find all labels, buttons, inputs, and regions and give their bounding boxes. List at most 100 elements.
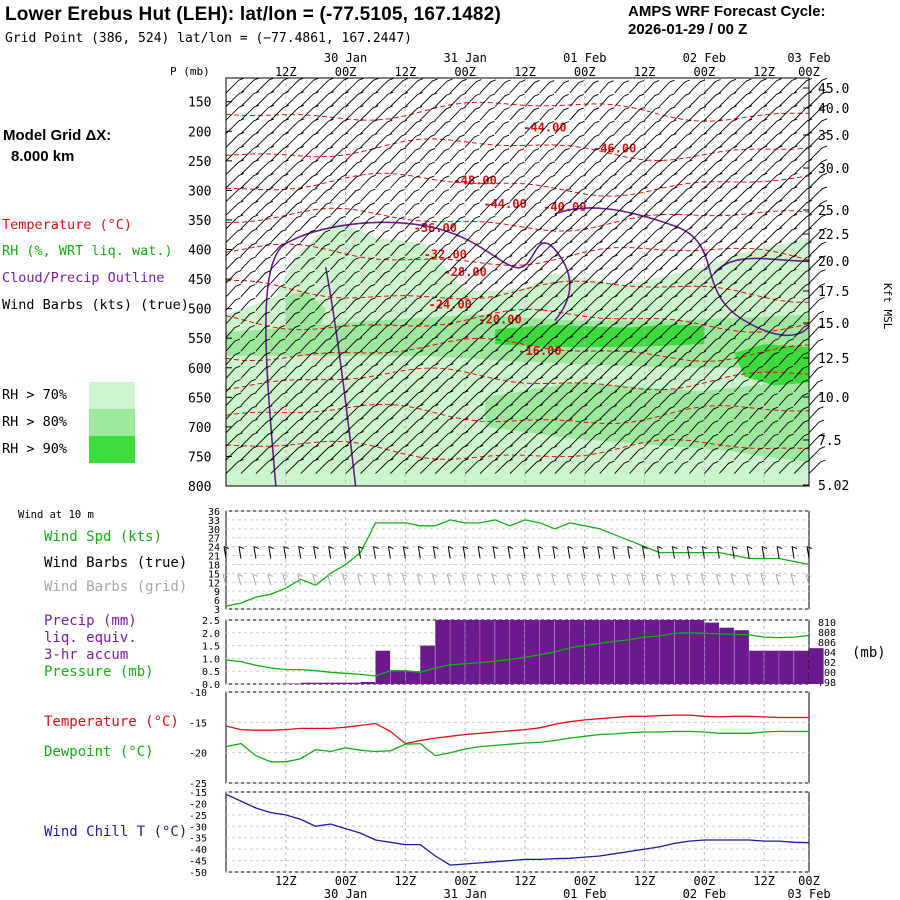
wind-barb: [539, 201, 557, 216]
wind-barb-grid: [506, 573, 513, 586]
wind-barb: [689, 186, 708, 202]
wind-barb: [479, 175, 495, 189]
wind-barb: [793, 406, 809, 420]
temperature-contour: [225, 243, 810, 266]
wind-barb: [629, 349, 648, 366]
wind-barb: [449, 242, 466, 257]
wind-barb: [315, 351, 332, 366]
wind-barb: [494, 215, 511, 230]
pressure-tick-label: 700: [188, 421, 211, 436]
wind-barb: [449, 269, 467, 284]
wind-barb: [689, 92, 706, 107]
wind-barb: [554, 459, 572, 474]
wind-barb: [539, 376, 559, 393]
top-date-label: 30 Jan: [324, 51, 367, 65]
wind-barb-grid: [401, 573, 408, 586]
wind-barb: [434, 242, 451, 257]
wind-barb: [629, 254, 648, 270]
wind-barb: [479, 431, 499, 447]
wind-barb: [240, 418, 258, 434]
height-tick-label: 7.5: [818, 434, 841, 449]
wind-speed-line: [225, 519, 810, 607]
page-title: Lower Erebus Hut (LEH): lat/lon = (-77.5…: [5, 4, 501, 25]
wind-barb: [419, 444, 439, 461]
wind-barb: [240, 311, 256, 325]
wind-barb: [584, 390, 603, 406]
wind-barb: [584, 432, 602, 447]
wind-barb: [659, 308, 678, 325]
wind-barb: [479, 309, 499, 325]
wind-barb: [763, 213, 783, 230]
wind-barb: [674, 322, 693, 338]
wind-barb: [509, 404, 529, 420]
wind-barb: [748, 447, 764, 461]
wind-barb: [584, 363, 603, 379]
wind-barb: [419, 309, 438, 325]
wind-barb: [763, 460, 780, 474]
wind-barb: [733, 78, 752, 94]
wind-barb: [375, 444, 394, 461]
wind-barb: [733, 118, 753, 135]
wind-barb: [449, 417, 469, 434]
wind-barb: [778, 446, 795, 461]
height-axis-title: Kft MSL: [881, 283, 894, 330]
temperature-contour-label: -48.00: [453, 174, 496, 188]
wind-barb: [390, 216, 405, 230]
wind-barb: [763, 132, 783, 148]
wind-barb: [285, 187, 303, 202]
wind-barb: [733, 323, 751, 338]
wind-barb: [419, 175, 435, 189]
wind-barb: [315, 132, 334, 148]
wind-barb-grid: [372, 573, 378, 586]
wind-barb: [569, 187, 587, 202]
wind-barb-true: [746, 546, 753, 559]
wind-barb: [629, 447, 645, 461]
wind-barb: [599, 200, 618, 216]
wind-barb: [539, 107, 554, 121]
wind-barb: [255, 228, 273, 243]
wind-barb: [808, 269, 826, 284]
wind-barb: [405, 161, 421, 175]
wind-barb: [718, 378, 735, 393]
wind-barb: [554, 147, 570, 162]
wind-barb: [464, 106, 481, 121]
wind-barb: [494, 458, 513, 474]
wind-barb: [599, 187, 618, 202]
wind-barb: [629, 377, 647, 393]
wind-barb: [255, 325, 270, 338]
wind-barb: [300, 431, 319, 447]
wind-barb-true: [522, 546, 529, 559]
wind-barb: [345, 417, 364, 434]
wind-barb: [225, 104, 245, 121]
wind-barb: [659, 391, 676, 406]
precip-bar: [659, 620, 675, 684]
wind-barb: [330, 160, 348, 175]
wind-barb: [763, 145, 783, 162]
wind-barb: [405, 309, 423, 325]
wind-barb: [345, 174, 362, 189]
wind-barb: [494, 322, 514, 338]
wind-barb: [808, 352, 824, 366]
wind-barb: [405, 147, 421, 162]
precip-bar: [689, 620, 704, 684]
wind-barb: [419, 349, 439, 366]
wind-barb-grid: [357, 573, 363, 586]
wind-barb: [405, 458, 424, 474]
wind-barb: [748, 186, 768, 202]
wind-barb: [225, 186, 244, 202]
temperature-contour: [225, 403, 810, 425]
wind-barb: [778, 254, 797, 270]
wind-barb: [748, 159, 768, 175]
wind-barb: [360, 390, 379, 406]
wind-barb: [315, 91, 334, 107]
wind-barb: [793, 145, 813, 162]
wind-barb: [240, 91, 260, 107]
wind-barb-true: [238, 546, 245, 559]
precip-bar: [719, 627, 734, 684]
wind-barb: [509, 281, 529, 298]
wind-barb: [360, 417, 379, 434]
wind-barb: [419, 376, 439, 393]
wind-barb: [494, 134, 510, 148]
precip-bar: [674, 620, 690, 684]
wind-barb: [479, 134, 495, 148]
